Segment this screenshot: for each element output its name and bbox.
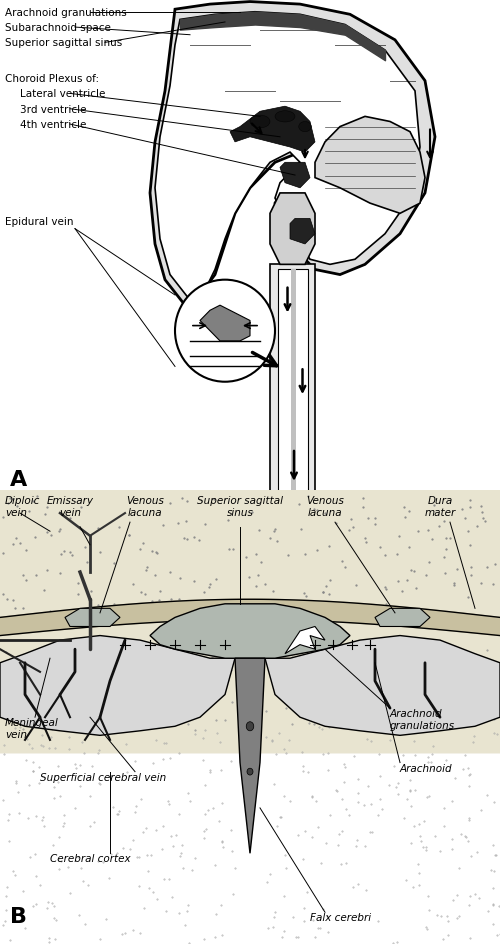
Polygon shape <box>155 13 420 301</box>
Polygon shape <box>290 219 315 244</box>
Text: Arachnoid: Arachnoid <box>400 763 452 773</box>
Text: 3rd ventricle: 3rd ventricle <box>20 105 86 114</box>
Polygon shape <box>230 107 315 153</box>
Polygon shape <box>65 609 120 627</box>
Text: Venous
lacuna: Venous lacuna <box>306 496 344 517</box>
Polygon shape <box>200 306 250 342</box>
Text: Subarachnoid space: Subarachnoid space <box>5 23 111 33</box>
Ellipse shape <box>275 111 295 123</box>
FancyBboxPatch shape <box>0 355 500 753</box>
Polygon shape <box>315 117 425 214</box>
Text: 4th ventricle: 4th ventricle <box>20 120 86 130</box>
Text: Superior sagittal sinus: Superior sagittal sinus <box>5 39 122 48</box>
Bar <box>270 265 315 510</box>
Ellipse shape <box>250 116 270 128</box>
Ellipse shape <box>247 768 253 775</box>
Polygon shape <box>150 604 350 659</box>
Text: Superficial cerebral vein: Superficial cerebral vein <box>40 772 166 782</box>
Text: B: B <box>10 906 27 926</box>
Polygon shape <box>235 659 265 853</box>
Text: A: A <box>10 469 27 489</box>
Text: Dura
mater: Dura mater <box>424 496 456 517</box>
Text: Venous
lacuna: Venous lacuna <box>126 496 164 517</box>
Polygon shape <box>150 3 435 306</box>
Ellipse shape <box>246 722 254 731</box>
Polygon shape <box>285 627 325 654</box>
Polygon shape <box>375 609 430 627</box>
Text: Lateral ventricle: Lateral ventricle <box>20 90 105 99</box>
Text: Superior sagittal
sinus: Superior sagittal sinus <box>197 496 283 517</box>
Ellipse shape <box>299 123 311 132</box>
Text: Arachnoid granulations: Arachnoid granulations <box>5 8 127 18</box>
Text: Meningeal
vein: Meningeal vein <box>5 717 59 739</box>
Polygon shape <box>280 163 310 189</box>
Circle shape <box>175 280 275 382</box>
Polygon shape <box>270 194 315 265</box>
Polygon shape <box>0 636 235 735</box>
Text: Arachnoid
granulations: Arachnoid granulations <box>390 708 455 730</box>
Bar <box>278 270 308 499</box>
Text: Falx cerebri: Falx cerebri <box>310 912 371 922</box>
Text: Epidural vein: Epidural vein <box>5 217 73 227</box>
Bar <box>291 270 296 499</box>
Text: Diploic
vein: Diploic vein <box>5 496 41 517</box>
Text: Emissary
vein: Emissary vein <box>46 496 94 517</box>
Text: Cerebral cortex: Cerebral cortex <box>50 853 130 864</box>
Polygon shape <box>265 636 500 735</box>
Text: Choroid Plexus of:: Choroid Plexus of: <box>5 74 99 84</box>
